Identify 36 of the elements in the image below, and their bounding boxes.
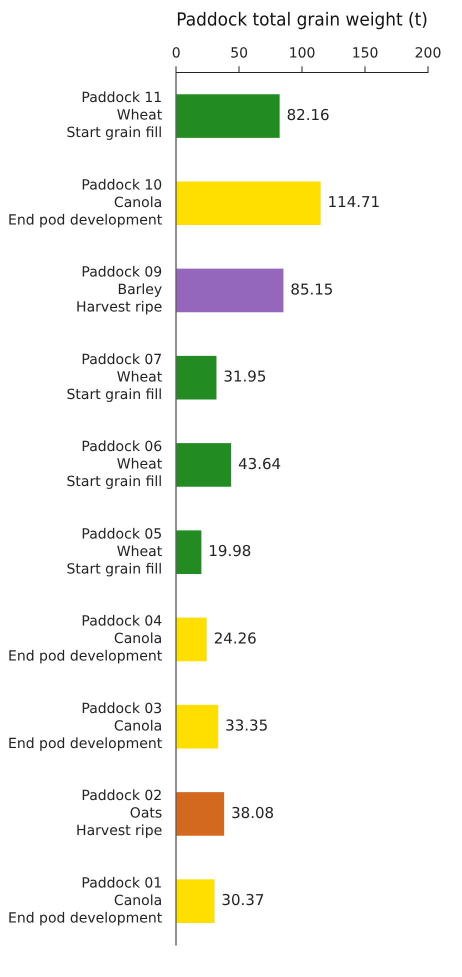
bar xyxy=(176,268,284,312)
x-tick-label: 150 xyxy=(352,46,378,62)
y-tick-label: Paddock 01 Canola End pod development xyxy=(8,875,163,926)
data-label: 38.08 xyxy=(231,804,274,822)
bar xyxy=(176,356,216,400)
data-label: 24.26 xyxy=(214,629,257,648)
data-label: 85.15 xyxy=(290,280,334,298)
data-label: 114.71 xyxy=(328,193,380,212)
data-label: 33.35 xyxy=(225,716,268,735)
bar xyxy=(176,181,321,226)
data-label: 82.16 xyxy=(286,106,330,124)
y-tick-label: Paddock 05 Wheat Start grain fill xyxy=(66,526,163,578)
data-label: 31.95 xyxy=(223,368,266,386)
data-label: 43.64 xyxy=(238,454,282,473)
bar xyxy=(176,443,232,487)
bar xyxy=(176,530,202,574)
y-tick-label: Paddock 11 Wheat Start grain fill xyxy=(66,90,163,142)
bar xyxy=(176,792,224,836)
x-tick-label: 100 xyxy=(288,46,316,62)
y-tick-label: Paddock 06 Wheat Start grain fill xyxy=(66,439,163,490)
x-tick-label: 50 xyxy=(230,46,248,62)
data-label: 19.98 xyxy=(208,542,252,560)
x-tick-label: 0 xyxy=(172,46,181,62)
y-tick-label: Paddock 10 Canola End pod development xyxy=(8,177,163,228)
data-label: 30.37 xyxy=(221,891,264,910)
y-tick-label: Paddock 02 Oats Harvest ripe xyxy=(76,788,162,840)
bar xyxy=(176,618,207,662)
y-tick-label: Paddock 07 Wheat Start grain fill xyxy=(66,352,163,403)
y-tick-label: Paddock 03 Canola End pod development xyxy=(8,700,163,752)
bar xyxy=(176,704,218,748)
y-tick-label: Paddock 04 Canola End pod development xyxy=(8,614,163,665)
bar xyxy=(176,94,280,138)
y-tick-label: Paddock 09 Barley Harvest ripe xyxy=(76,264,162,316)
x-tick-label: 200 xyxy=(414,46,442,62)
bar xyxy=(176,879,214,923)
x-axis-title: Paddock total grain weight (t) xyxy=(176,10,428,31)
